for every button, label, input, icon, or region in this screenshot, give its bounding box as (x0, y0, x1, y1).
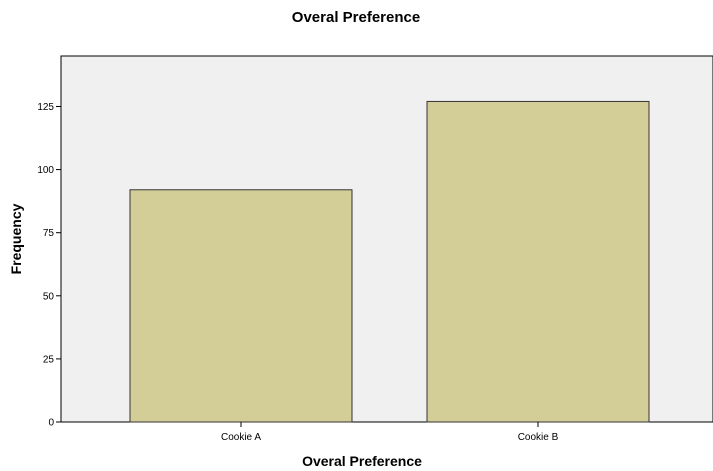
y-axis-title: Frequency (8, 203, 24, 274)
y-tick-label: 100 (37, 165, 54, 176)
y-tick-label: 25 (43, 354, 55, 365)
y-tick-label: 0 (48, 418, 54, 429)
y-tick-label: 50 (43, 291, 55, 302)
bar-cookie-b (426, 100, 650, 423)
x-axis-title: Overal Preference (302, 453, 422, 469)
y-tick-label: 75 (43, 228, 55, 239)
chart-title: Overal Preference (292, 9, 420, 26)
x-tick-label: Cookie B (518, 432, 559, 443)
x-axis: Cookie A Cookie B (221, 422, 559, 443)
bar-cookie-a (129, 189, 353, 423)
y-tick-label: 125 (37, 102, 54, 113)
x-tick-label: Cookie A (221, 432, 261, 443)
y-axis: 0 25 50 75 100 125 (37, 102, 61, 429)
